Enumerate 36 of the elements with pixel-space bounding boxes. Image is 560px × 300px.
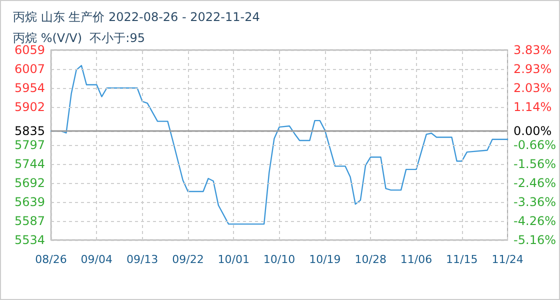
y2-tick-label: -5.16%: [514, 233, 556, 247]
y2-tick-label: -2.46%: [514, 176, 556, 190]
y2-tick-label: -0.66%: [514, 138, 556, 152]
y-tick-label: 5902: [14, 100, 45, 114]
y2-tick-label: 1.14%: [514, 100, 552, 114]
y-tick-label: 5835: [14, 124, 45, 138]
y-tick-label: 5954: [14, 81, 45, 95]
y-tick-label: 5587: [14, 214, 45, 228]
y2-tick-label: 2.93%: [514, 62, 552, 76]
y-tick-label: 5639: [14, 195, 45, 209]
y-tick-label: 5692: [14, 176, 45, 190]
y-tick-label: 5744: [14, 157, 45, 171]
x-tick-label: 11/15: [446, 253, 478, 266]
y-tick-label: 6059: [14, 43, 45, 57]
y2-tick-label: 3.83%: [514, 43, 552, 57]
y-tick-label: 5534: [14, 233, 45, 247]
x-tick-label: 10/28: [354, 253, 386, 266]
y-tick-label: 6007: [14, 62, 45, 76]
y2-tick-label: 2.03%: [514, 81, 552, 96]
x-tick-label: 10/01: [218, 253, 250, 266]
chart-subtitle: 丙烷 %(V/V) 不小于:95: [13, 31, 145, 45]
x-tick-label: 10/19: [309, 253, 341, 266]
x-tick-label: 10/10: [263, 253, 296, 266]
y-tick-label: 5797: [14, 138, 45, 152]
x-tick-label: 11/06: [400, 253, 432, 266]
y2-tick-label: -1.56%: [514, 156, 556, 171]
y2-tick-label: 0.00%: [514, 124, 552, 138]
x-tick-label: 09/22: [172, 253, 204, 266]
y2-tick-label: -4.26%: [514, 214, 556, 228]
x-tick-label: 11/24: [492, 253, 524, 266]
chart-title: 丙烷 山东 生产价 2022-08-26 - 2022-11-24: [13, 10, 260, 24]
x-tick-label: 09/13: [126, 253, 158, 266]
line-series: [50, 64, 508, 225]
y2-tick-label: -3.36%: [514, 194, 556, 209]
x-tick-label: 09/04: [80, 253, 113, 266]
x-tick-label: 08/26: [35, 253, 67, 266]
